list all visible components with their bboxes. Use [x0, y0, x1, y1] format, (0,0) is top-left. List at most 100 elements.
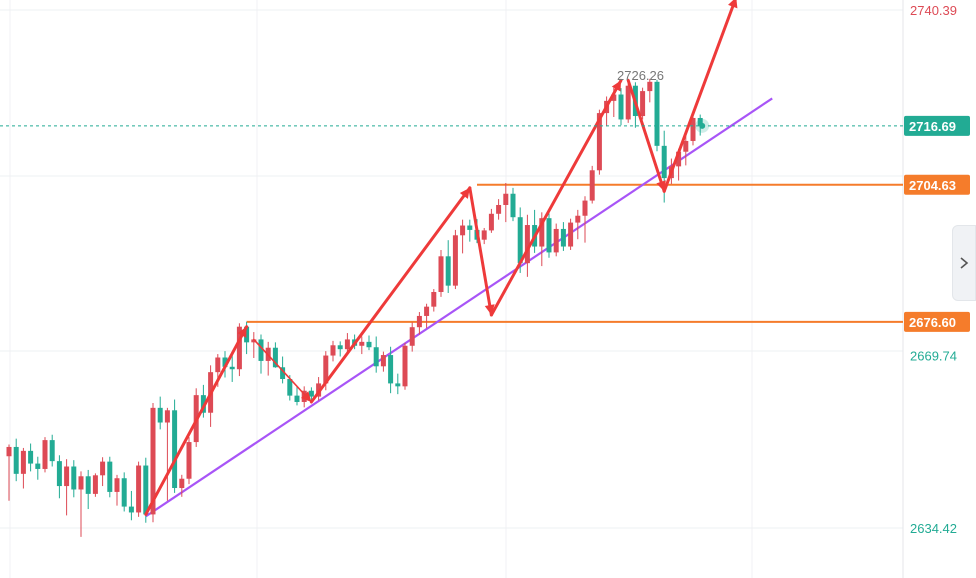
candle-body-64	[467, 225, 473, 230]
candle-body-50	[366, 341, 372, 348]
candle-body-5	[42, 440, 48, 469]
trendline	[145, 97, 773, 518]
candle-body-0	[6, 446, 12, 457]
candle-90	[654, 79, 660, 152]
candle-85	[618, 88, 624, 126]
candle-88	[640, 87, 646, 120]
candle-0	[6, 444, 12, 501]
candle-80	[582, 196, 588, 243]
candle-body-22	[164, 410, 170, 423]
candle-63	[460, 219, 466, 254]
candle-body-68	[496, 204, 502, 214]
candle-14	[107, 456, 113, 498]
candle-body-78	[568, 222, 574, 247]
candle-body-54	[395, 383, 401, 387]
candle-51	[373, 336, 379, 373]
price-axis: 2740.39 2669.74 2634.42	[910, 3, 957, 536]
price-tag-2: 2676.60	[904, 311, 970, 332]
candle-body-91	[661, 145, 667, 179]
candle-body-34	[251, 339, 257, 343]
candle-72	[524, 214, 530, 277]
candle-94	[683, 135, 689, 166]
candle-body-11	[85, 476, 91, 494]
trendline-layer	[145, 97, 773, 518]
candle-10	[78, 471, 84, 537]
candle-body-39	[287, 379, 293, 396]
candle-15	[114, 474, 120, 506]
candle-56	[409, 322, 415, 352]
candle-21	[157, 396, 163, 430]
candle-69	[503, 182, 509, 223]
candle-body-19	[143, 465, 149, 515]
candle-5	[42, 437, 48, 473]
candle-60	[438, 249, 444, 297]
candle-body-35	[258, 339, 264, 361]
arrow-6	[662, 0, 738, 193]
candle-body-49	[359, 341, 365, 346]
candle-55	[402, 342, 408, 390]
candle-12	[92, 473, 98, 497]
candle-18	[136, 461, 142, 517]
candle-53	[388, 346, 394, 394]
arrow-head-4	[611, 80, 621, 92]
candle-body-55	[402, 345, 408, 387]
arrow-line-6	[662, 0, 737, 193]
price-tags: 2716.69 2704.63 2676.60	[904, 115, 970, 332]
candle-49	[359, 336, 365, 355]
candle-body-62	[452, 235, 458, 286]
candle-70	[510, 187, 516, 222]
price-tag-bg-0	[904, 115, 970, 136]
candle-body-38	[280, 367, 286, 380]
candle-body-66	[481, 230, 487, 240]
arrow-line-2	[309, 186, 472, 404]
candle-body-58	[424, 306, 430, 316]
candle-body-45	[330, 345, 336, 356]
price-tag-label-0: 2716.69	[909, 119, 956, 134]
candle-body-47	[344, 339, 350, 350]
candle-body-14	[107, 461, 113, 492]
candle-body-3	[28, 450, 34, 464]
price-tag-0: 2716.69	[904, 115, 970, 136]
candle-body-56	[409, 327, 415, 346]
candle-body-40	[294, 395, 300, 402]
price-tag-1: 2704.63	[904, 174, 970, 195]
candle-body-63	[460, 225, 466, 236]
candle-25	[186, 437, 192, 485]
candle-body-81	[589, 170, 595, 201]
candle-40	[294, 385, 300, 406]
candle-31	[229, 354, 235, 382]
candle-24	[179, 474, 185, 497]
candle-75	[546, 213, 552, 258]
candle-body-80	[582, 200, 588, 216]
candle-body-74	[539, 218, 545, 247]
candle-13	[100, 457, 106, 487]
candle-body-94	[683, 140, 689, 152]
arrow-line-4	[489, 78, 623, 317]
candle-58	[424, 303, 430, 329]
arrow-head-0	[237, 326, 247, 338]
candle-95	[690, 115, 696, 146]
candle-59	[431, 289, 437, 312]
candle-body-4	[35, 463, 41, 469]
candle-35	[258, 334, 264, 374]
scroll-right-button[interactable]	[952, 225, 976, 301]
candle-64	[467, 219, 473, 242]
candle-body-51	[373, 347, 379, 367]
candle-23	[172, 399, 178, 493]
last-price-dot	[699, 122, 706, 129]
candle-46	[337, 341, 343, 357]
candle-body-17	[128, 506, 134, 513]
candle-body-52	[380, 355, 386, 367]
candle-body-85	[618, 94, 624, 120]
candle-body-69	[503, 193, 509, 205]
candle-68	[496, 199, 502, 220]
arrow-3	[468, 186, 495, 317]
candle-2	[20, 447, 26, 489]
candle-body-57	[416, 315, 422, 328]
candle-3	[28, 443, 34, 472]
candle-body-89	[647, 81, 653, 92]
arrow-0	[144, 325, 249, 516]
candle-11	[85, 469, 91, 510]
candle-body-8	[64, 466, 70, 487]
